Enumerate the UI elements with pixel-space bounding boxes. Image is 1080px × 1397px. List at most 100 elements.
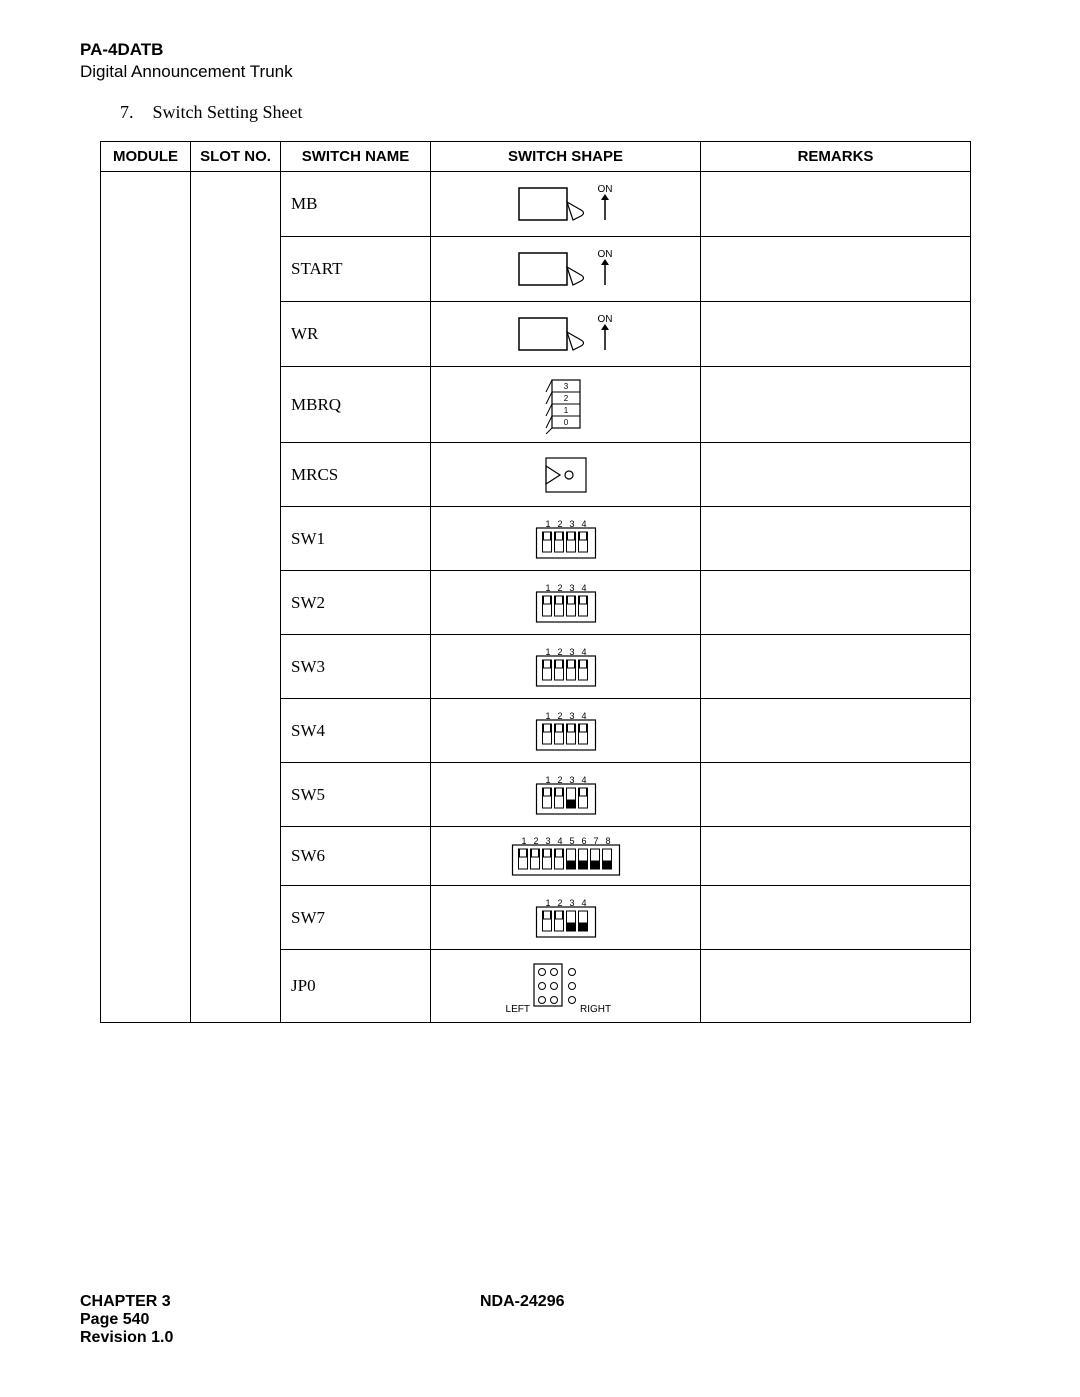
svg-text:1: 1 (545, 647, 550, 657)
section-title: Switch Setting Sheet (153, 102, 303, 122)
svg-text:2: 2 (557, 583, 562, 593)
th-remarks: REMARKS (701, 142, 971, 172)
svg-text:2: 2 (563, 394, 568, 403)
th-slot: SLOT NO. (191, 142, 281, 172)
remarks-cell (701, 367, 971, 443)
remarks-cell (701, 302, 971, 367)
svg-text:3: 3 (569, 519, 574, 529)
switch-shape-cell: LEFT RIGHT (431, 950, 701, 1023)
th-name: SWITCH NAME (281, 142, 431, 172)
switch-shape-cell (431, 443, 701, 507)
svg-text:1: 1 (545, 711, 550, 721)
switch-shape-cell: 12345678 (431, 827, 701, 886)
remarks-cell (701, 172, 971, 237)
remarks-cell (701, 635, 971, 699)
switch-table: MODULE SLOT NO. SWITCH NAME SWITCH SHAPE… (100, 141, 971, 1023)
svg-text:ON: ON (597, 314, 612, 325)
svg-text:7: 7 (593, 836, 598, 846)
switch-name-cell: JP0 (281, 950, 431, 1023)
svg-text:2: 2 (557, 775, 562, 785)
svg-text:3: 3 (569, 711, 574, 721)
footer-doc: NDA-24296 (480, 1293, 564, 1311)
switch-name-cell: SW5 (281, 763, 431, 827)
svg-text:8: 8 (605, 836, 610, 846)
switch-shape-cell: 1234 (431, 763, 701, 827)
svg-text:1: 1 (545, 519, 550, 529)
svg-text:4: 4 (581, 775, 586, 785)
switch-name-cell: START (281, 237, 431, 302)
switch-shape-cell: 1234 (431, 571, 701, 635)
header-code: PA-4DATB (80, 40, 1000, 60)
switch-name-cell: MRCS (281, 443, 431, 507)
th-shape: SWITCH SHAPE (431, 142, 701, 172)
svg-text:0: 0 (563, 418, 568, 427)
svg-text:5: 5 (569, 836, 574, 846)
remarks-cell (701, 507, 971, 571)
switch-shape-cell: ON (431, 302, 701, 367)
svg-text:3: 3 (569, 583, 574, 593)
footer-revision: Revision 1.0 (80, 1329, 950, 1347)
svg-text:6: 6 (581, 836, 586, 846)
svg-text:4: 4 (557, 836, 562, 846)
switch-shape-cell: 3 2 1 0 (431, 367, 701, 443)
svg-text:1: 1 (521, 836, 526, 846)
footer-page: Page 540 (80, 1311, 950, 1329)
svg-text:3: 3 (545, 836, 550, 846)
module-cell (101, 172, 191, 1023)
switch-name-cell: SW2 (281, 571, 431, 635)
switch-shape-cell: 1234 (431, 507, 701, 571)
section-heading: 7. Switch Setting Sheet (120, 102, 1000, 123)
section-number: 7. (120, 102, 148, 123)
switch-shape-cell: ON (431, 172, 701, 237)
switch-name-cell: SW4 (281, 699, 431, 763)
switch-name-cell: SW7 (281, 886, 431, 950)
svg-text:3: 3 (569, 775, 574, 785)
switch-shape-cell: ON (431, 237, 701, 302)
table-body: MBONSTARTONWRONMBRQ3210MRCSSW11234SW2123… (101, 172, 971, 1023)
remarks-cell (701, 237, 971, 302)
switch-name-cell: SW1 (281, 507, 431, 571)
svg-text:RIGHT: RIGHT (580, 1004, 611, 1014)
svg-text:ON: ON (597, 184, 612, 195)
svg-text:2: 2 (557, 519, 562, 529)
svg-text:2: 2 (557, 898, 562, 908)
svg-text:1: 1 (563, 406, 568, 415)
svg-text:LEFT: LEFT (505, 1004, 529, 1014)
table-row: MB ON (101, 172, 971, 237)
svg-text:2: 2 (533, 836, 538, 846)
switch-name-cell: MBRQ (281, 367, 431, 443)
svg-text:2: 2 (557, 647, 562, 657)
svg-text:4: 4 (581, 647, 586, 657)
svg-text:4: 4 (581, 711, 586, 721)
switch-shape-cell: 1234 (431, 886, 701, 950)
slot-cell (191, 172, 281, 1023)
table-head: MODULE SLOT NO. SWITCH NAME SWITCH SHAPE… (101, 142, 971, 172)
remarks-cell (701, 886, 971, 950)
svg-text:4: 4 (581, 898, 586, 908)
remarks-cell (701, 443, 971, 507)
svg-text:2: 2 (557, 711, 562, 721)
switch-name-cell: MB (281, 172, 431, 237)
switch-shape-cell: 1234 (431, 635, 701, 699)
svg-text:3: 3 (563, 382, 568, 391)
switch-name-cell: SW6 (281, 827, 431, 886)
svg-text:3: 3 (569, 898, 574, 908)
svg-text:1: 1 (545, 583, 550, 593)
svg-text:1: 1 (545, 898, 550, 908)
remarks-cell (701, 571, 971, 635)
page: PA-4DATB Digital Announcement Trunk 7. S… (0, 0, 1080, 1397)
switch-name-cell: WR (281, 302, 431, 367)
remarks-cell (701, 950, 971, 1023)
remarks-cell (701, 699, 971, 763)
switch-name-cell: SW3 (281, 635, 431, 699)
remarks-cell (701, 827, 971, 886)
switch-shape-cell: 1234 (431, 699, 701, 763)
header-subtitle: Digital Announcement Trunk (80, 62, 1000, 82)
svg-text:3: 3 (569, 647, 574, 657)
svg-text:ON: ON (597, 249, 612, 260)
svg-text:1: 1 (545, 775, 550, 785)
svg-text:4: 4 (581, 583, 586, 593)
th-module: MODULE (101, 142, 191, 172)
svg-text:4: 4 (581, 519, 586, 529)
remarks-cell (701, 763, 971, 827)
